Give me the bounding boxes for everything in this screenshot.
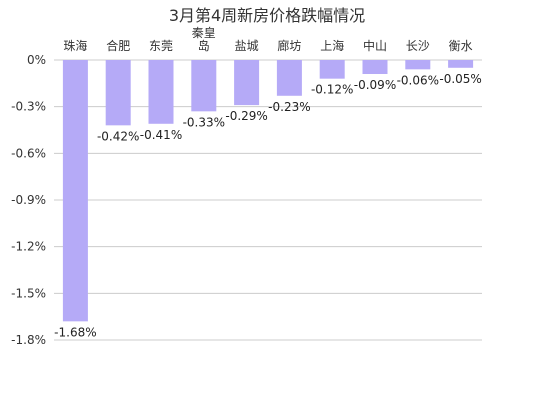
data-labels: -1.68% -0.42% -0.41%-0.33% -0.29%-0.23%-0.1… xyxy=(54,72,482,340)
bar xyxy=(105,60,131,126)
bar xyxy=(448,60,474,68)
bar xyxy=(191,60,217,112)
y-tick-label: -0.3% xyxy=(11,100,46,114)
y-tick-label: -0.9% xyxy=(11,193,46,207)
bar xyxy=(319,60,345,79)
data-label: -0.41% xyxy=(140,128,182,142)
data-label: -0.42% xyxy=(97,129,139,143)
bars xyxy=(62,60,474,322)
data-label: -0.09% xyxy=(354,78,396,92)
bar xyxy=(234,60,260,106)
x-category-label: 合肥 xyxy=(106,38,130,53)
x-category-label: 上海 xyxy=(320,38,344,53)
data-label: -0.33% xyxy=(183,115,225,129)
data-label: -0.12% xyxy=(311,83,353,97)
bar xyxy=(276,60,302,96)
x-category-label: 东莞 xyxy=(149,39,173,53)
x-category-label: 珠海 xyxy=(63,38,87,53)
y-tick-label: -0.6% xyxy=(11,146,46,160)
bar xyxy=(362,60,388,74)
y-tick-label: -1.5% xyxy=(11,286,46,300)
y-tick-label: 0% xyxy=(27,53,46,67)
y-axis-ticks: 0% -0.3% -0.6% -0.9% -1.2% -1.5% -1.8% xyxy=(11,53,46,347)
data-label: -1.68% xyxy=(54,325,96,339)
x-axis-categories: 珠海 合肥 东莞 秦皇岛 盐城 廊坊 上海 中山 长沙 衡水 xyxy=(63,26,472,53)
x-category-label: 长沙 xyxy=(406,39,430,53)
y-tick-label: -1.8% xyxy=(11,333,46,347)
x-category-label: 中山 xyxy=(363,38,387,53)
x-category-label: 盐城 xyxy=(235,39,259,53)
bar xyxy=(148,60,174,124)
data-label: -0.23% xyxy=(268,100,310,114)
data-label: -0.29% xyxy=(225,109,267,123)
data-label: -0.06% xyxy=(397,73,439,87)
bar xyxy=(62,60,88,322)
x-category-label: 廊坊 xyxy=(277,38,301,53)
y-tick-label: -1.2% xyxy=(11,240,46,254)
chart-title: 3月第4周新房价格跌幅情况 xyxy=(169,6,365,25)
x-category-label: 衡水 xyxy=(449,39,473,53)
x-category-label: 秦皇岛 xyxy=(192,26,216,53)
data-label: -0.05% xyxy=(439,72,481,86)
bar xyxy=(405,60,431,70)
